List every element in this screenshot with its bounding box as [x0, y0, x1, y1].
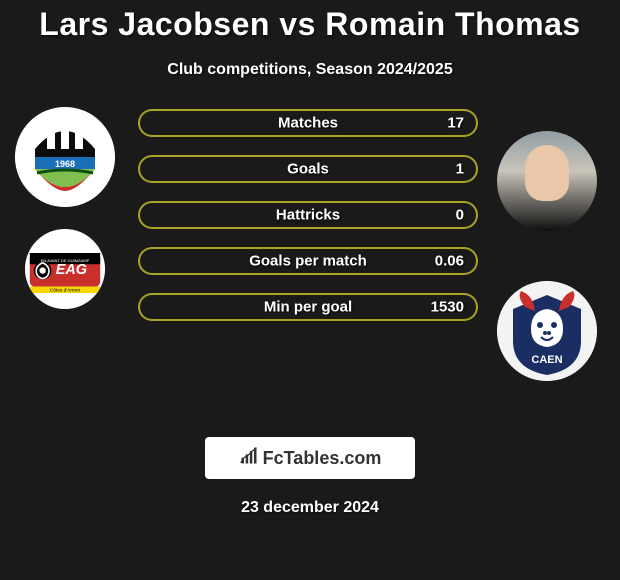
metric-label: Goals per match: [249, 253, 367, 270]
svg-text:EAG: EAG: [56, 262, 87, 278]
metric-value: 0.06: [435, 253, 464, 270]
page-subtitle: Club competitions, Season 2024/2025: [0, 61, 620, 79]
chart-icon: [239, 446, 259, 471]
page-title: Lars Jacobsen vs Romain Thomas: [0, 6, 620, 43]
infographic-root: Lars Jacobsen vs Romain Thomas Club comp…: [0, 6, 620, 580]
svg-text:EN AVANT DE GUINGAMP: EN AVANT DE GUINGAMP: [41, 258, 90, 263]
branding-badge: FcTables.com: [205, 437, 415, 479]
metric-label: Min per goal: [264, 299, 352, 316]
metric-pill: Goals per match 0.06: [138, 247, 478, 275]
metric-value: 1530: [431, 299, 464, 316]
metric-value: 1: [456, 161, 464, 178]
metric-label: Goals: [287, 161, 329, 178]
club-badge-caen: CAEN: [497, 281, 597, 381]
right-badges-column: CAEN: [492, 131, 602, 381]
metric-pill: Hattricks 0: [138, 201, 478, 229]
metric-pills: Matches 17 Goals 1 Hattricks 0 Goals per…: [138, 109, 480, 321]
metric-value: 17: [447, 115, 464, 132]
generation-date: 23 december 2024: [0, 499, 620, 517]
comparison-content: 1968 EAG EN AVANT DE GUINGAMP: [0, 107, 620, 387]
club-badge-1: 1968: [15, 107, 115, 207]
club-badge-eag: EAG EN AVANT DE GUINGAMP Côtes d'Armor: [25, 229, 105, 309]
metric-pill: Matches 17: [138, 109, 478, 137]
metric-label: Hattricks: [276, 207, 340, 224]
branding-label: FcTables.com: [263, 448, 382, 469]
left-badges-column: 1968 EAG EN AVANT DE GUINGAMP: [10, 107, 120, 309]
svg-text:Côtes d'Armor: Côtes d'Armor: [50, 287, 81, 293]
metric-pill: Goals 1: [138, 155, 478, 183]
svg-text:CAEN: CAEN: [531, 354, 562, 366]
player-photo: [497, 131, 597, 231]
metric-value: 0: [456, 207, 464, 224]
svg-text:1968: 1968: [55, 159, 75, 169]
metric-pill: Min per goal 1530: [138, 293, 478, 321]
metric-label: Matches: [278, 115, 338, 132]
